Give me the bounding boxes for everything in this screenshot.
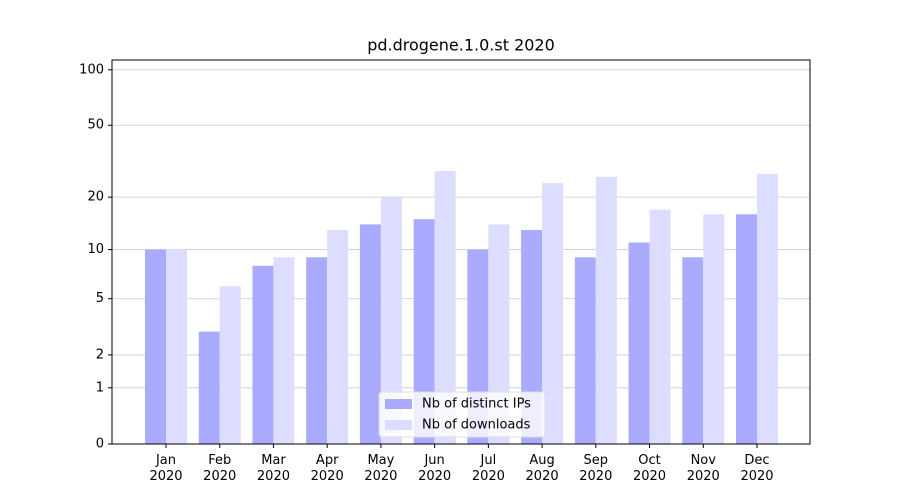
x-tick-label: Oct 2020 — [632, 453, 667, 484]
bar — [542, 183, 564, 445]
x-tick-label: May 2020 — [364, 453, 398, 484]
bar — [682, 257, 704, 444]
bar — [595, 176, 617, 444]
y-tick-label: 100 — [79, 62, 104, 77]
y-tick-label: 0 — [96, 437, 104, 452]
x-tick-label: Mar 2020 — [256, 453, 290, 484]
bar — [198, 331, 220, 444]
bar — [145, 249, 166, 444]
legend-label: Nb of distinct IPs — [422, 397, 531, 412]
y-tick-label: 1 — [96, 380, 104, 395]
x-tick-label: Feb 2020 — [203, 453, 237, 484]
legend-swatch — [385, 399, 412, 409]
chart-title: pd.drogene.1.0.st 2020 — [367, 36, 555, 55]
x-tick-label: Dec 2020 — [740, 453, 774, 484]
bar — [628, 242, 650, 444]
bar — [521, 230, 543, 444]
legend-label: Nb of downloads — [422, 418, 531, 433]
x-tick-label: Jul 2020 — [471, 453, 505, 484]
y-tick-label: 5 — [96, 291, 104, 306]
legend-swatch — [385, 420, 412, 430]
bar — [359, 224, 381, 444]
bar — [736, 214, 757, 444]
x-tick-label: Aug 2020 — [525, 453, 559, 484]
x-tick-label: Apr 2020 — [310, 453, 344, 484]
x-tick-label: Jan 2020 — [149, 453, 183, 484]
legend-box — [378, 391, 546, 438]
bar — [434, 170, 456, 444]
bar — [413, 219, 435, 444]
y-tick-label: 20 — [87, 190, 104, 205]
bar — [166, 249, 187, 444]
plot-frame — [111, 59, 811, 445]
bar — [306, 257, 328, 444]
bar — [703, 214, 725, 444]
bar — [757, 173, 778, 444]
bar — [273, 257, 295, 444]
x-tick-label: Nov 2020 — [686, 453, 720, 484]
bar — [488, 224, 510, 444]
y-tick-label: 2 — [96, 347, 104, 362]
bar — [327, 230, 349, 444]
bar — [380, 197, 402, 444]
x-tick-label: Sep 2020 — [579, 453, 613, 484]
y-tick-label: 50 — [87, 118, 104, 133]
y-tick-label: 10 — [87, 242, 104, 257]
bar — [649, 209, 671, 444]
bar — [574, 257, 596, 444]
bar — [219, 286, 241, 444]
x-tick-label: Jun 2020 — [418, 453, 452, 484]
bar — [252, 265, 274, 444]
